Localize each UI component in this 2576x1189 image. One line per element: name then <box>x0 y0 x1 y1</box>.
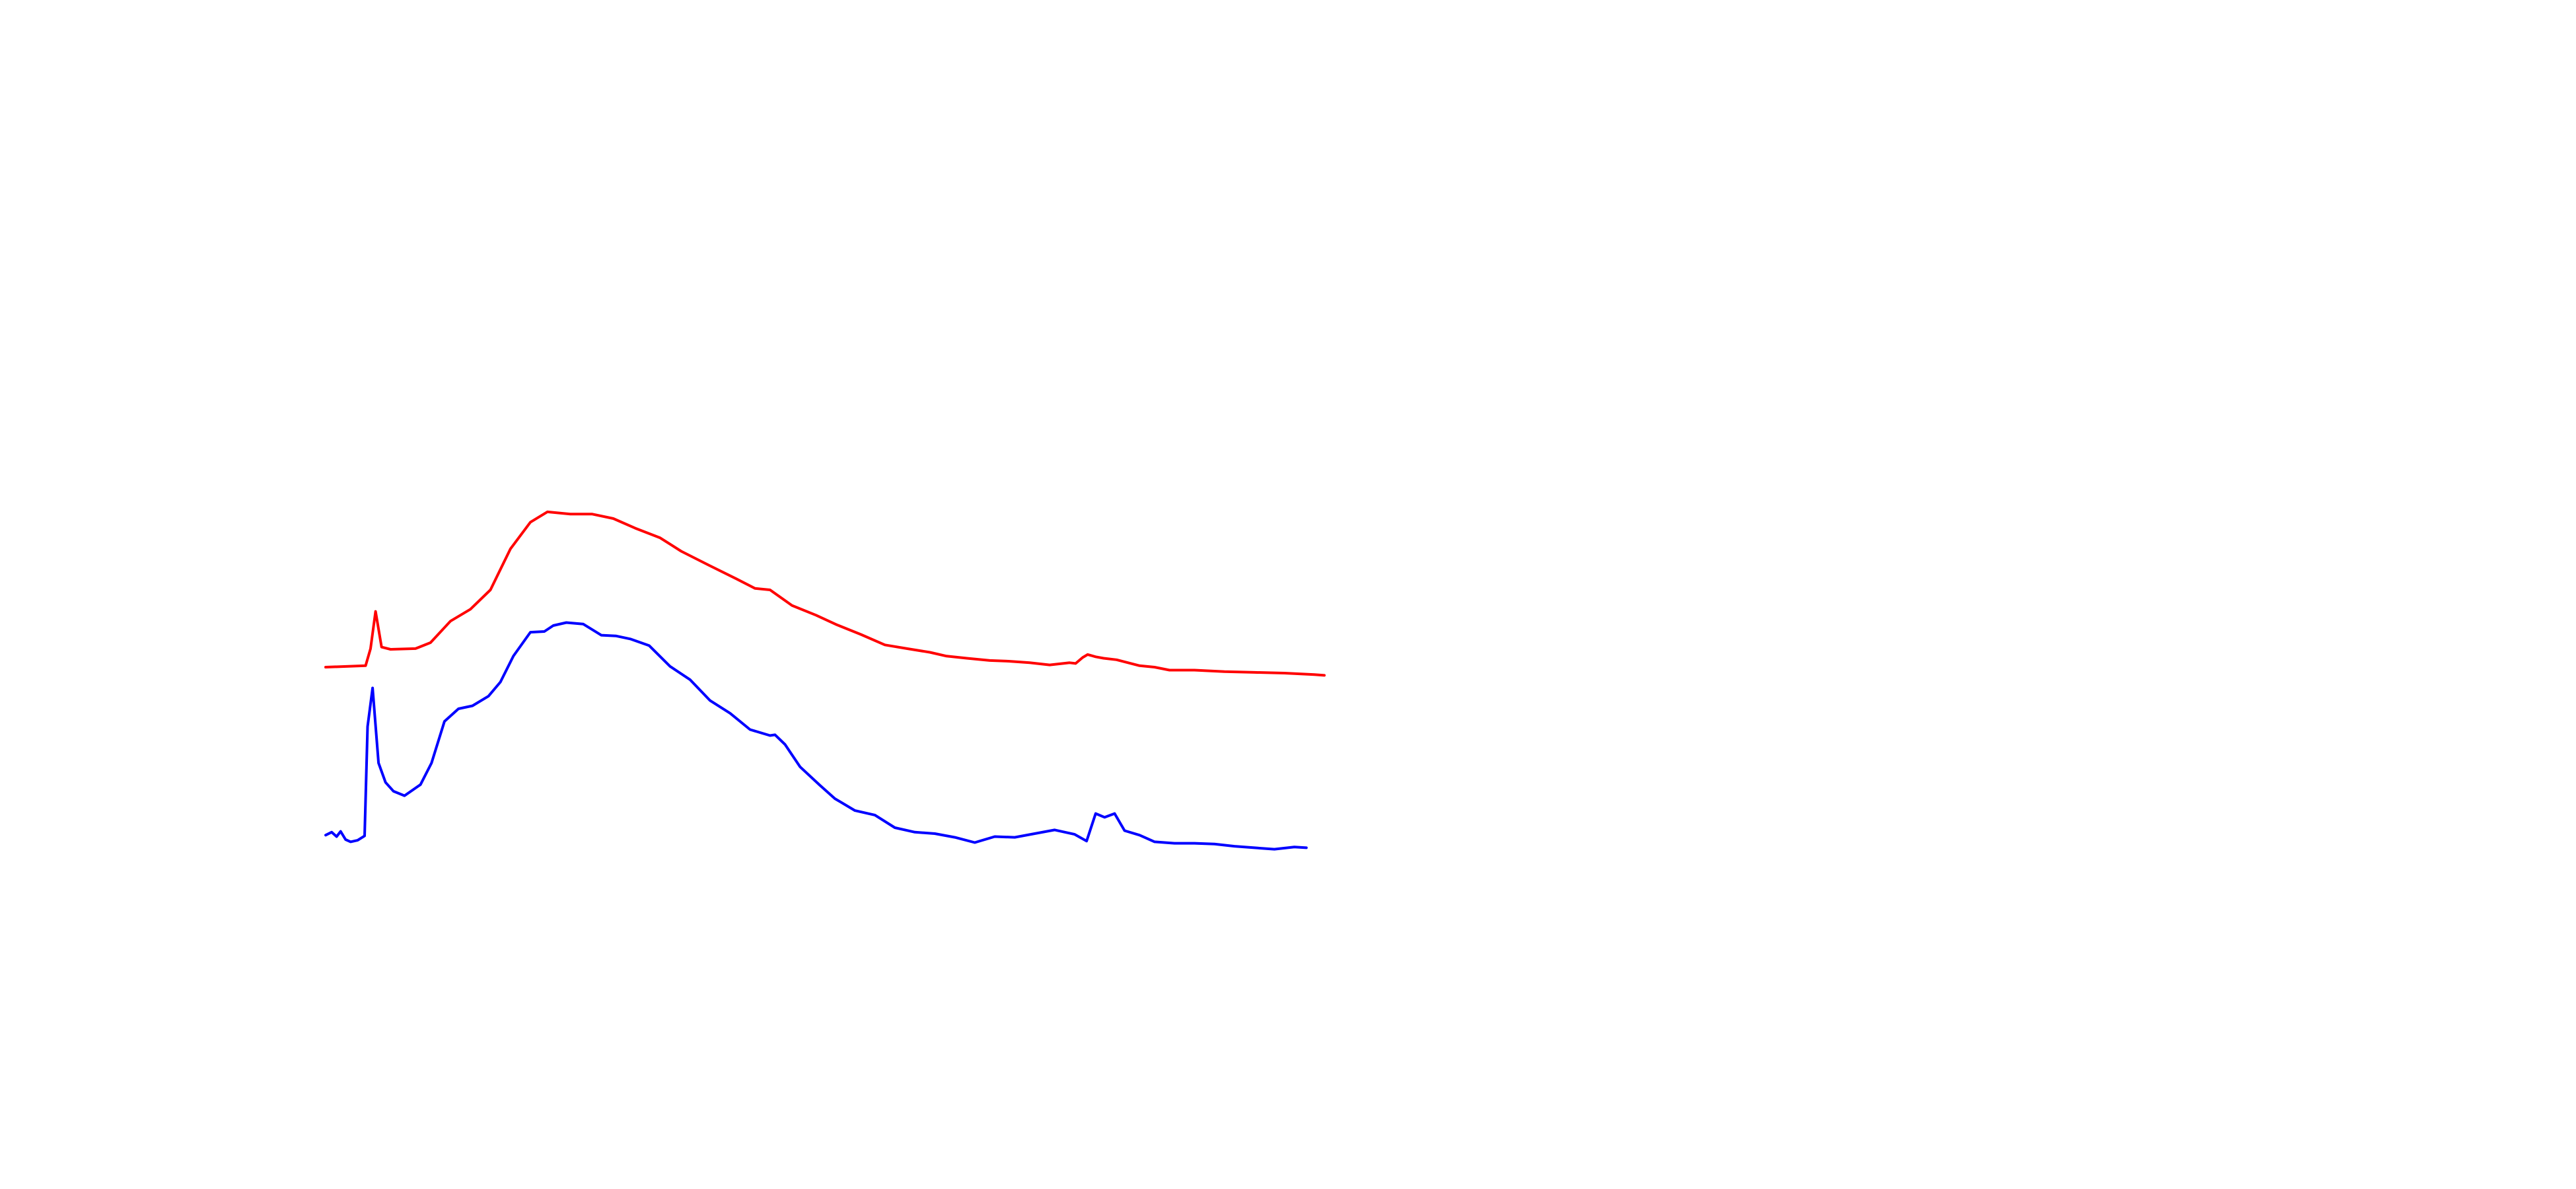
series-line-2 <box>324 621 1308 851</box>
series-line-1 <box>324 510 1326 677</box>
series-layer <box>324 510 1326 851</box>
